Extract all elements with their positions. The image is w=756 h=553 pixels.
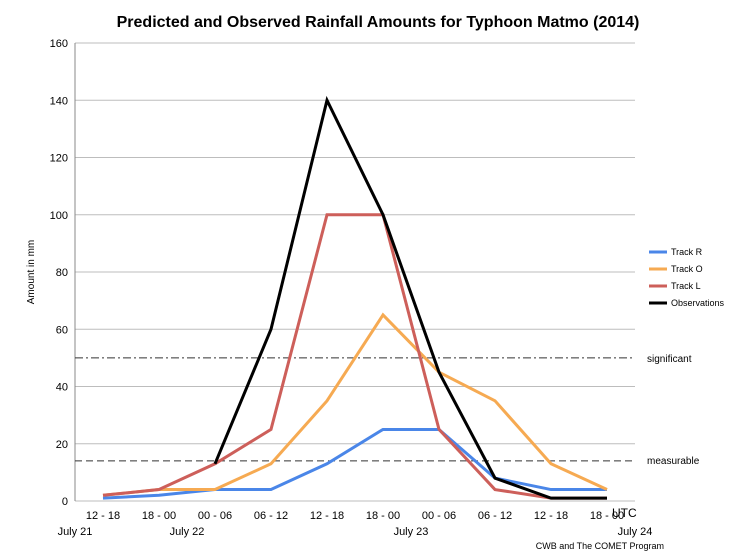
x-tick-label: 12 - 18 (86, 510, 120, 522)
x-tick-label: 18 - 00 (142, 510, 176, 522)
y-tick-label: 120 (50, 153, 68, 165)
x-tick-label: 06 - 12 (254, 510, 288, 522)
date-label: July 21 (58, 526, 93, 538)
series-line-track-l (102, 213, 607, 500)
legend-label: Track R (671, 247, 703, 257)
y-tick-label: 0 (62, 496, 68, 508)
x-tick-label: 00 - 06 (422, 510, 456, 522)
chart-title: Predicted and Observed Rainfall Amounts … (117, 14, 640, 31)
x-axis-dates: July 21 July 22 July 23 July 24 (58, 526, 653, 538)
y-tick-label: 100 (50, 210, 68, 222)
legend-label: Track L (671, 281, 701, 291)
x-tick-label: 06 - 12 (478, 510, 512, 522)
x-tick-label: 12 - 18 (310, 510, 344, 522)
x-tick-label: 18 - 00 (366, 510, 400, 522)
reference-lines: significant measurable (75, 354, 700, 467)
series-line-track-r (102, 427, 607, 500)
legend: Track R Track O Track L Observations (649, 247, 725, 308)
x-tick-label: 18 - 00 (590, 510, 624, 522)
y-tick-label: 20 (56, 439, 68, 451)
y-tick-label: 60 (56, 324, 68, 336)
y-axis-ticks: 0 20 40 60 80 100 120 140 160 (50, 38, 68, 508)
y-tick-label: 40 (56, 382, 68, 394)
reference-label-significant: significant (647, 354, 692, 365)
series-line-track-o (102, 312, 608, 497)
reference-label-measurable: measurable (647, 456, 700, 467)
x-tick-label: 00 - 06 (198, 510, 232, 522)
legend-label: Track O (671, 264, 703, 274)
x-axis-ticks: 12 - 18 18 - 00 00 - 06 06 - 12 12 - 18 18 - … (86, 510, 624, 522)
x-axis-unit-label: UTC (612, 506, 637, 520)
date-label: July 23 (394, 526, 429, 538)
y-tick-label: 80 (56, 267, 68, 279)
x-tick-label: 12 - 18 (534, 510, 568, 522)
y-tick-label: 140 (50, 95, 68, 107)
series-line-observations (213, 95, 607, 500)
gridlines (74, 42, 635, 502)
y-tick-label: 160 (50, 38, 68, 50)
y-axis-label: Amount in mm (26, 240, 37, 304)
date-label: July 24 (618, 526, 653, 538)
date-label: July 22 (170, 526, 205, 538)
series-lines (102, 95, 608, 500)
legend-label: Observations (671, 298, 725, 308)
credit-text: CWB and The COMET Program (536, 541, 664, 551)
